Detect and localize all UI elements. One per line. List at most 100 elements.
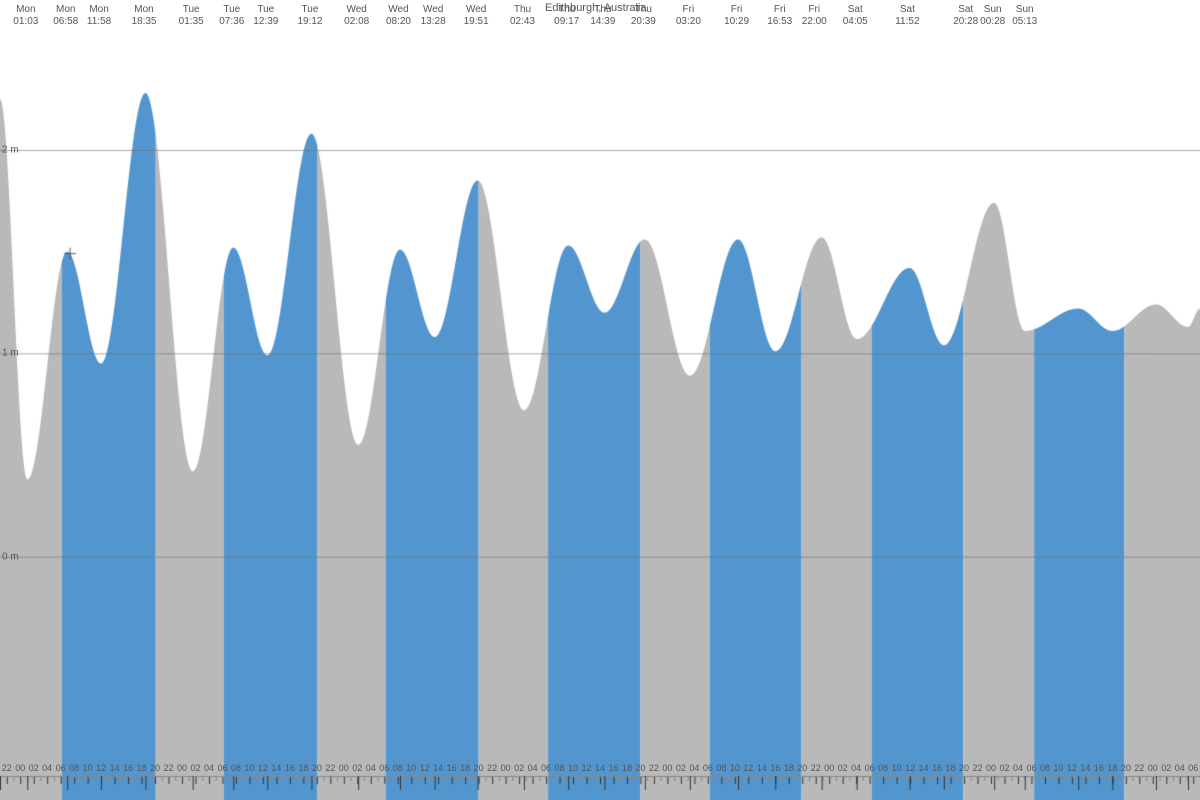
tide-extreme-time: 07:36 <box>219 16 244 28</box>
tide-extreme-time: 12:39 <box>253 16 278 28</box>
x-axis-hour-label: 02 <box>29 763 39 773</box>
tide-extreme-label: Sat20:28 <box>953 4 978 28</box>
x-axis-hour-label: 02 <box>190 763 200 773</box>
x-axis-hour-label: 12 <box>420 763 430 773</box>
x-axis-hour-label: 16 <box>1094 763 1104 773</box>
tide-extreme-day: Wed <box>386 4 411 16</box>
tide-extreme-label: Tue07:36 <box>219 4 244 28</box>
tide-extreme-day: Sun <box>1012 4 1037 16</box>
x-axis-hour-label: 04 <box>851 763 861 773</box>
x-axis-hour-label: 06 <box>1188 763 1198 773</box>
tide-extreme-day: Sat <box>953 4 978 16</box>
tide-extreme-label: Sat11:52 <box>895 4 919 28</box>
x-axis-hour-label: 10 <box>406 763 416 773</box>
tide-extreme-label: Sat04:05 <box>843 4 868 28</box>
x-axis-hour-label: 06 <box>541 763 551 773</box>
x-axis-hour-label: 04 <box>689 763 699 773</box>
tide-extreme-label: Fri03:20 <box>676 4 701 28</box>
tide-extreme-day: Sun <box>980 4 1005 16</box>
x-axis-hour-label: 02 <box>352 763 362 773</box>
tide-extreme-day: Thu <box>590 4 615 16</box>
tide-extreme-label: Thu02:43 <box>510 4 535 28</box>
tide-extreme-time: 13:28 <box>421 16 446 28</box>
tide-extreme-day: Mon <box>53 4 78 16</box>
x-axis-hour-label: 18 <box>298 763 308 773</box>
x-axis-hour-label: 22 <box>325 763 335 773</box>
x-axis-hour-label: 10 <box>1053 763 1063 773</box>
x-axis-hour-label: 22 <box>811 763 821 773</box>
tide-extreme-time: 08:20 <box>386 16 411 28</box>
x-axis-hour-label: 04 <box>528 763 538 773</box>
x-axis-hour-label: 04 <box>366 763 376 773</box>
x-axis-hour-label: 02 <box>676 763 686 773</box>
tide-extreme-day: Thu <box>554 4 579 16</box>
x-axis-hour-label: 00 <box>662 763 672 773</box>
x-axis-hour-label: 08 <box>555 763 565 773</box>
x-axis-hour-label: 16 <box>285 763 295 773</box>
tide-extreme-day: Wed <box>344 4 369 16</box>
x-axis-hour-label: 00 <box>1148 763 1158 773</box>
tide-extreme-label: Wed19:51 <box>464 4 489 28</box>
tide-extreme-time: 11:58 <box>87 16 111 28</box>
x-axis-hour-label: 06 <box>703 763 713 773</box>
tide-extreme-time: 00:28 <box>980 16 1005 28</box>
tide-extreme-day: Thu <box>510 4 535 16</box>
tide-extreme-day: Tue <box>297 4 322 16</box>
y-axis-label: 0 m <box>2 551 19 562</box>
x-axis-hour-label: 02 <box>514 763 524 773</box>
x-axis-hour-label: 22 <box>1134 763 1144 773</box>
tide-extreme-day: Tue <box>179 4 204 16</box>
x-axis-hour-label: 18 <box>460 763 470 773</box>
x-axis-hour-label: 16 <box>608 763 618 773</box>
x-axis-hour-label: 14 <box>110 763 120 773</box>
x-axis-hour-label: 08 <box>878 763 888 773</box>
tide-extreme-label: Thu14:39 <box>590 4 615 28</box>
tide-extreme-time: 22:00 <box>802 16 827 28</box>
x-axis-hour-label: 08 <box>231 763 241 773</box>
tide-extreme-day: Wed <box>421 4 446 16</box>
tide-extreme-label: Thu09:17 <box>554 4 579 28</box>
tide-extreme-label: Sun00:28 <box>980 4 1005 28</box>
x-axis-hour-label: 02 <box>838 763 848 773</box>
x-axis-hour-label: 14 <box>271 763 281 773</box>
x-axis-hour-label: 22 <box>164 763 174 773</box>
tide-extreme-day: Thu <box>631 4 656 16</box>
tide-extreme-label: Tue01:35 <box>179 4 204 28</box>
tide-extreme-day: Fri <box>767 4 792 16</box>
x-axis-hour-label: 20 <box>959 763 969 773</box>
tide-extreme-time: 05:13 <box>1012 16 1037 28</box>
x-axis-hour-label: 18 <box>946 763 956 773</box>
x-axis-hour-label: 08 <box>69 763 79 773</box>
tide-extreme-label: Mon01:03 <box>13 4 38 28</box>
tide-extreme-time: 06:58 <box>53 16 78 28</box>
x-axis-hour-label: 14 <box>919 763 929 773</box>
x-axis-hour-label: 14 <box>433 763 443 773</box>
tide-extreme-time: 10:29 <box>724 16 749 28</box>
tide-extreme-time: 20:28 <box>953 16 978 28</box>
tide-extreme-label: Tue19:12 <box>297 4 322 28</box>
tide-chart-canvas <box>0 0 1200 800</box>
x-axis-hour-label: 12 <box>258 763 268 773</box>
tide-extreme-day: Fri <box>676 4 701 16</box>
x-axis-hour-label: 12 <box>96 763 106 773</box>
x-axis-hour-label: 20 <box>635 763 645 773</box>
tide-extreme-label: Fri22:00 <box>802 4 827 28</box>
x-axis-hour-label: 20 <box>474 763 484 773</box>
x-axis-hour-label: 14 <box>595 763 605 773</box>
x-axis-hour-label: 20 <box>1121 763 1131 773</box>
x-axis-hour-label: 10 <box>83 763 93 773</box>
tide-extreme-day: Fri <box>802 4 827 16</box>
x-axis-hour-label: 20 <box>150 763 160 773</box>
x-axis-hour-label: 20 <box>312 763 322 773</box>
x-axis-hour-label: 22 <box>487 763 497 773</box>
x-axis-hour-label: 16 <box>932 763 942 773</box>
tide-extreme-time: 02:08 <box>344 16 369 28</box>
x-axis-hour-label: 06 <box>217 763 227 773</box>
tide-extreme-label: Wed13:28 <box>421 4 446 28</box>
x-axis-hour-label: 00 <box>339 763 349 773</box>
x-axis-hour-label: 10 <box>568 763 578 773</box>
x-axis-hour-label: 08 <box>1040 763 1050 773</box>
x-axis-hour-label: 04 <box>42 763 52 773</box>
tide-extreme-time: 19:12 <box>297 16 322 28</box>
tide-extreme-time: 20:39 <box>631 16 656 28</box>
